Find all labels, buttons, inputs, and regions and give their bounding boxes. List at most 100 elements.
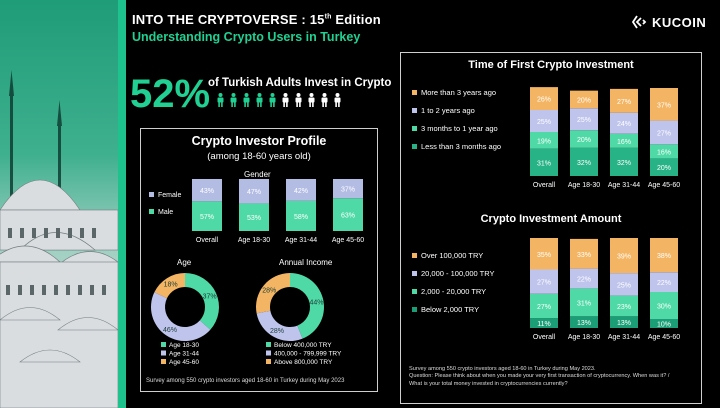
- data-label: 25%: [617, 282, 631, 289]
- page-subtitle: Understanding Crypto Users in Turkey: [132, 30, 361, 44]
- investor-profile-panel: [140, 128, 378, 392]
- legend-label: Age 45-60: [169, 359, 199, 366]
- bar-segment: [192, 179, 222, 202]
- legend-label: More than 3 years ago: [421, 88, 496, 97]
- bar-segment: [650, 319, 678, 328]
- data-label: 63%: [341, 213, 355, 220]
- right-footnote: Survey among 550 crypto investors aged 1…: [409, 366, 669, 388]
- brand-name: KUCOIN: [652, 14, 707, 30]
- data-label: 33%: [577, 252, 591, 259]
- person-icon: [268, 93, 277, 112]
- bar-segment: [650, 88, 678, 121]
- category-label: Overall: [533, 334, 556, 341]
- data-label: 27%: [537, 280, 551, 287]
- legend-label: 1 to 2 years ago: [421, 106, 475, 115]
- legend-label: 400,000 - 799,999 TRY: [274, 351, 342, 358]
- person-icon: [333, 93, 342, 112]
- data-label: 37%: [657, 102, 671, 109]
- legend-label: 2,000 - 20,000 TRY: [421, 287, 486, 296]
- bar-segment: [610, 238, 638, 274]
- bar-segment: [530, 269, 558, 294]
- category-label: Overall: [533, 182, 556, 189]
- bar-segment: [610, 112, 638, 134]
- bar-segment: [570, 90, 598, 109]
- bar-segment: [530, 87, 558, 110]
- bar-segment: [610, 316, 638, 328]
- data-label: 31%: [537, 160, 551, 167]
- bar-segment: [530, 148, 558, 176]
- data-label: 25%: [537, 119, 551, 126]
- income-label: Annual Income: [279, 258, 333, 267]
- kucoin-logo-icon: [632, 15, 647, 29]
- data-label: 58%: [294, 214, 308, 221]
- data-label: 37%: [341, 187, 355, 194]
- gender-label: Gender: [244, 170, 271, 179]
- data-label: 11%: [537, 321, 551, 328]
- person-icon: [242, 93, 251, 112]
- data-label: 44%: [310, 299, 324, 306]
- legend-swatch: [161, 350, 166, 356]
- category-label: Age 31-44: [608, 182, 640, 189]
- accent-stripe: [118, 0, 126, 408]
- bar-segment: [333, 179, 363, 199]
- data-label: 20%: [657, 165, 671, 172]
- data-label: 28%: [262, 287, 276, 294]
- timing-title: Time of First Crypto Investment: [468, 59, 634, 71]
- right-footnote-line-1: Survey among 550 crypto investors aged 1…: [409, 366, 596, 372]
- bar-segment: [239, 179, 269, 204]
- bar-segment: [286, 200, 316, 231]
- profile-title: Crypto Investor Profile: [191, 134, 327, 148]
- category-label: Age 31-44: [285, 237, 317, 244]
- bar-segment: [610, 273, 638, 296]
- legend-swatch: [412, 307, 417, 312]
- legend-swatch: [412, 271, 417, 276]
- profile-footnote: Survey among 550 crypto investors aged 1…: [146, 378, 345, 384]
- bar-segment: [650, 144, 678, 159]
- data-label: 39%: [617, 254, 631, 261]
- donut-slice: [185, 273, 219, 330]
- person-icon: [307, 93, 316, 112]
- donut-slice: [256, 310, 303, 341]
- person-icon: [229, 93, 238, 112]
- legend-label: Male: [158, 209, 173, 216]
- data-label: 38%: [657, 253, 671, 260]
- legend-label: Below 400,000 TRY: [274, 342, 332, 349]
- data-label: 47%: [247, 189, 261, 196]
- category-label: Age 45-60: [332, 237, 364, 244]
- legend-swatch: [266, 342, 271, 347]
- legend-label: 3 months to 1 year ago: [421, 124, 498, 133]
- legend-swatch: [161, 359, 166, 364]
- data-label: 13%: [577, 320, 591, 327]
- data-label: 10%: [657, 322, 671, 329]
- legend-swatch: [266, 350, 271, 356]
- bar-segment: [610, 295, 638, 317]
- bar-segment: [530, 132, 558, 149]
- bar-segment: [530, 238, 558, 270]
- data-label: 22%: [657, 280, 671, 287]
- data-label: 28%: [270, 328, 284, 335]
- data-label: 27%: [537, 304, 551, 311]
- data-label: 22%: [577, 277, 591, 284]
- data-label: 31%: [577, 300, 591, 307]
- bar-segment: [570, 147, 598, 176]
- legend-swatch: [412, 108, 417, 113]
- bar-segment: [570, 316, 598, 328]
- data-label: 46%: [163, 327, 177, 334]
- data-label: 18%: [164, 282, 178, 289]
- data-label: 57%: [200, 214, 214, 221]
- donut-slice: [256, 273, 290, 314]
- legend-label: Age 18-30: [169, 342, 199, 349]
- donut-slice: [151, 292, 211, 341]
- legend-label: 20,000 - 100,000 TRY: [421, 269, 495, 278]
- bar-segment: [570, 108, 598, 131]
- bar-segment: [650, 292, 678, 319]
- age-label: Age: [177, 258, 192, 267]
- legend-swatch: [149, 209, 154, 214]
- data-label: 27%: [617, 99, 631, 106]
- person-icon: [255, 93, 264, 112]
- mosque-illustration: [0, 70, 118, 408]
- category-label: Age 18-30: [238, 237, 270, 244]
- legend-label: Over 100,000 TRY: [421, 251, 483, 260]
- legend-label: Less than 3 months ago: [421, 142, 501, 151]
